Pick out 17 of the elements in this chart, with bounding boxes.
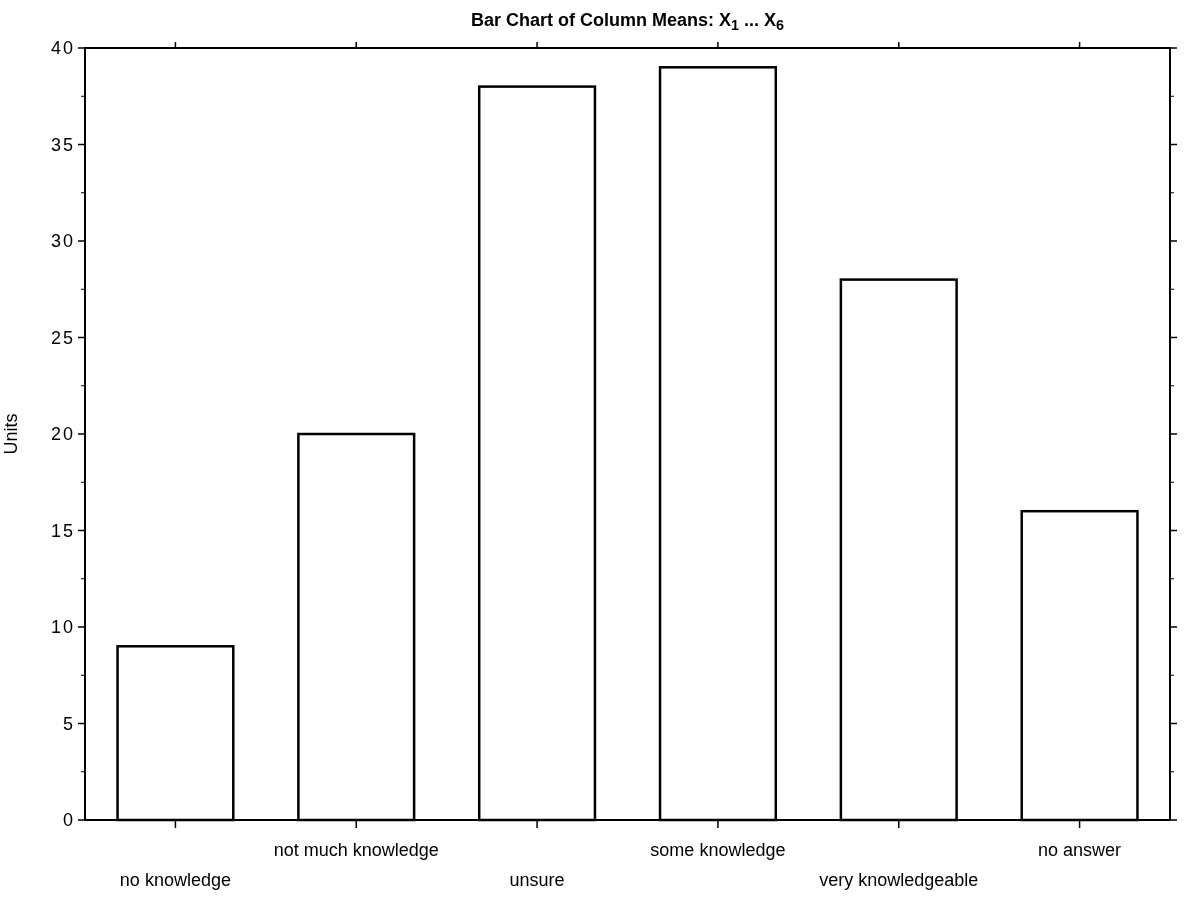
y-axis-title: Units	[1, 413, 21, 455]
x-tick-label: some knowledge	[650, 840, 786, 860]
y-tick-label: 15	[50, 520, 75, 541]
x-tick-label: unsure	[509, 870, 565, 890]
y-tick-label: 0	[62, 810, 75, 831]
chart-title: Bar Chart of Column Means: X$_{1}$ ... X$_{6}$	[470, 10, 785, 34]
y-tick-label: 35	[50, 134, 75, 155]
y-tick-label: 10	[50, 617, 75, 638]
x-tick-label: no answer	[1038, 840, 1122, 860]
y-tick-label: 40	[50, 38, 75, 59]
y-tick-label: 25	[50, 327, 75, 348]
y-tick-label: 30	[50, 231, 75, 252]
y-tick-label: 5	[62, 713, 75, 734]
y-tick-label: 20	[50, 424, 75, 445]
x-tick-label: not much knowledge	[273, 840, 439, 860]
x-tick-label: very knowledgeable	[819, 870, 979, 890]
x-tick-label: no knowledge	[119, 870, 231, 890]
